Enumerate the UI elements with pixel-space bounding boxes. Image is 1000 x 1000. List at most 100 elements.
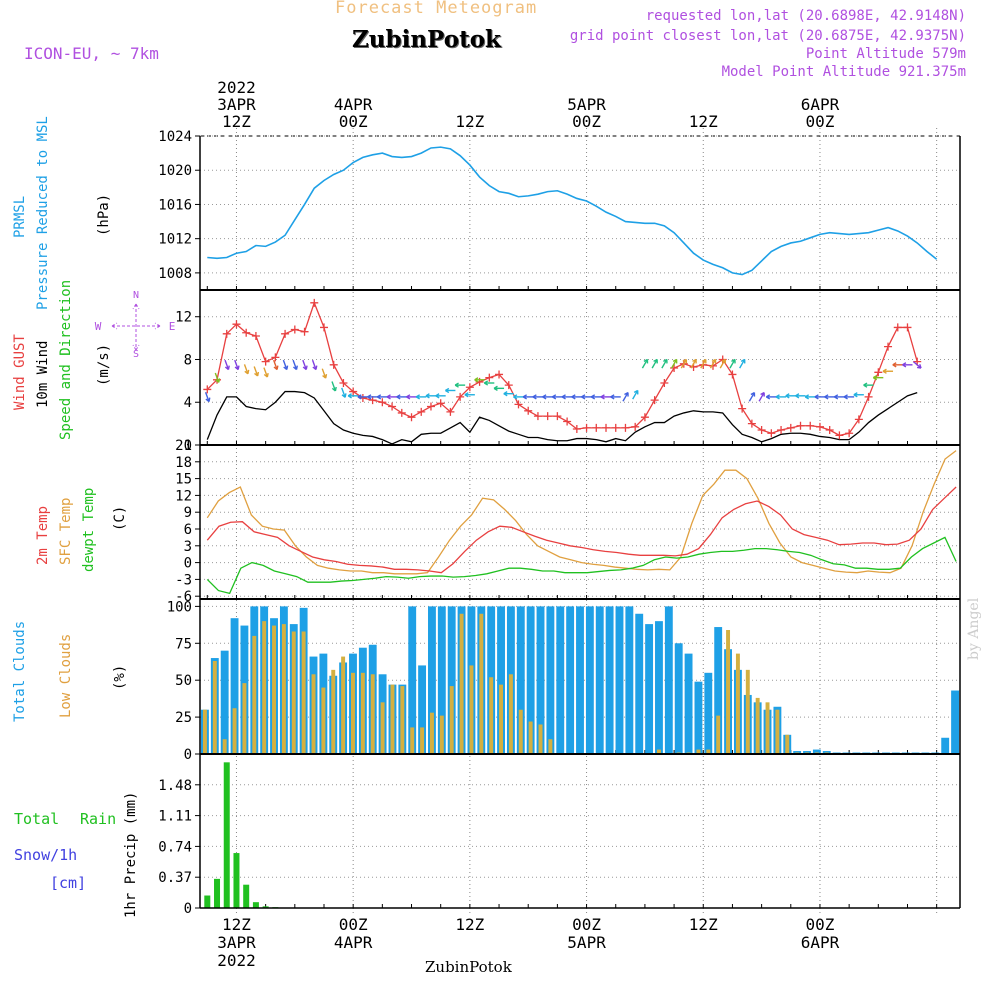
low-cloud-bar xyxy=(400,686,405,754)
low-cloud-bar xyxy=(429,712,434,754)
bottom-axis-year: 2022 xyxy=(217,951,256,970)
wind-arrow-head xyxy=(283,365,289,371)
wind-gust-marker xyxy=(261,357,270,366)
y-tick-label: 12 xyxy=(175,310,192,326)
low-cloud-bar xyxy=(311,674,316,754)
wind-arrow-head xyxy=(872,374,878,381)
wind-gust-marker xyxy=(436,399,445,408)
wind-arrow-head xyxy=(322,374,328,379)
wind-arrow-head xyxy=(513,394,518,400)
rain-bar xyxy=(262,906,269,908)
low-cloud-bar xyxy=(775,709,780,754)
bottom-axis-hour: 12Z xyxy=(455,915,484,934)
requested-coords: requested lon,lat (20.6898E, 42.9148N) xyxy=(645,8,966,24)
wind-gust-marker xyxy=(553,412,562,421)
wind-arrow-head xyxy=(600,394,605,400)
footer-station: ZubinPotok xyxy=(425,958,512,976)
wind-arrow-head xyxy=(425,393,430,399)
rain-bar xyxy=(233,853,240,908)
wind-direction-arrow xyxy=(651,359,658,369)
wind-arrow-head xyxy=(493,385,498,392)
wind-gust-marker xyxy=(417,407,426,416)
wind-gust-marker xyxy=(738,404,747,413)
total-cloud-bar xyxy=(605,606,614,754)
low-cloud-bar xyxy=(735,653,740,754)
wind-gust-marker xyxy=(825,426,834,435)
total-cloud-bar xyxy=(615,606,624,754)
wind-gust-marker xyxy=(504,381,513,390)
wind-gust-marker xyxy=(300,327,309,336)
wind-arrow-head xyxy=(843,394,848,400)
total-cloud-bar xyxy=(635,613,644,754)
wind-direction-arrow xyxy=(719,359,726,369)
wind-direction-arrow xyxy=(758,392,765,402)
wind-gust-marker xyxy=(572,424,581,433)
wind-direction-arrow xyxy=(214,372,220,383)
top-axis-date: 4APR xyxy=(334,95,373,114)
y-tick-label: -6 xyxy=(175,589,192,605)
top-axis-year: 2022 xyxy=(217,78,256,97)
wind-arrow-head xyxy=(863,382,868,388)
y-tick-label: 15 xyxy=(175,472,192,488)
wind-gust-marker xyxy=(621,423,630,432)
wind-direction-arrow xyxy=(243,364,249,375)
total-cloud-bar xyxy=(526,606,535,754)
total-cloud-bar xyxy=(645,624,654,754)
low-cloud-bar xyxy=(321,687,326,754)
wind-arrow-head xyxy=(882,368,887,374)
wind-arrow-head xyxy=(302,365,308,371)
total-cloud-bar xyxy=(576,606,584,754)
wind-gust-marker xyxy=(281,329,290,338)
bottom-axis-date: 4APR xyxy=(334,933,373,952)
dewpt-line xyxy=(206,536,957,595)
wind-gust-label: Wind GUST xyxy=(12,334,28,410)
y-tick-label: 3 xyxy=(184,539,192,555)
wind-arrow-head xyxy=(532,394,537,400)
low-cloud-bar xyxy=(469,665,474,754)
total-cloud-bar xyxy=(428,606,436,754)
total-cloud-bar xyxy=(220,650,229,754)
low-cloud-bar xyxy=(301,631,306,754)
wind-direction-arrow xyxy=(912,361,922,369)
wind-arrow-head xyxy=(474,377,479,383)
low-cloud-bar xyxy=(696,749,701,754)
wind-arrow-head xyxy=(834,394,839,400)
wind-direction-arrow xyxy=(739,359,746,369)
wind-gust-marker xyxy=(533,412,542,421)
wind-gust-marker xyxy=(660,379,669,387)
low-cloud-bar xyxy=(538,724,543,754)
rain-bar xyxy=(214,878,221,908)
total-cloud-bar xyxy=(941,737,950,754)
rain-label: Rain xyxy=(80,810,116,828)
wind-arrow-head xyxy=(254,371,260,377)
wind-direction-arrow xyxy=(748,392,755,402)
wind-arrow-head xyxy=(205,397,211,403)
wind-direction-arrow xyxy=(282,359,288,370)
y-tick-label: 4 xyxy=(184,395,192,411)
wind-arrow-head xyxy=(522,394,528,400)
wind-arrow-head xyxy=(721,358,726,364)
low-cloud-bar xyxy=(232,708,237,754)
t2m-label: 2m Temp xyxy=(35,506,51,565)
low-cloud-bar xyxy=(212,661,217,754)
total-cloud-bar xyxy=(418,665,427,754)
wind-arrow-head xyxy=(503,391,508,397)
wind-arrow-head xyxy=(415,394,421,400)
rain-bar xyxy=(204,895,211,908)
wind-arrow-head xyxy=(376,394,382,400)
low-cloud-bar xyxy=(410,727,415,754)
wind-arrow-head xyxy=(795,393,800,399)
wind-arrow-head xyxy=(750,391,756,397)
dewpt-label: dewpt Temp xyxy=(81,488,97,572)
wind-gust-marker xyxy=(514,400,523,409)
top-axis-hour: 12Z xyxy=(455,112,484,131)
wind-gust-marker xyxy=(845,429,854,438)
top-axis-date: 3APR xyxy=(217,95,256,114)
wind-arrow-head xyxy=(234,365,240,371)
wind-arrow-head xyxy=(731,358,736,364)
wind-arrow-head xyxy=(775,394,780,400)
wind-direction-arrow xyxy=(321,368,327,379)
wind-gust-marker xyxy=(592,423,601,432)
wind-direction-arrow xyxy=(670,359,678,369)
